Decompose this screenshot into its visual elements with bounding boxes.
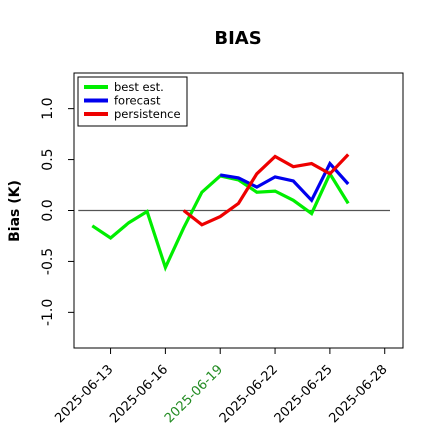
- y-tick-label: 0.0: [40, 199, 56, 221]
- x-tick-label: 2025-06-16: [107, 362, 171, 426]
- y-tick-label: -1.0: [40, 299, 56, 326]
- legend-label: persistence: [114, 107, 181, 121]
- chart-title: BIAS: [214, 28, 261, 49]
- y-axis: -1.0 -0.5 0.0 0.5 1.0: [40, 98, 74, 326]
- y-tick-label: -0.5: [40, 248, 56, 275]
- series-line-best-est: [91, 170, 350, 272]
- x-axis: 2025-06-132025-06-162025-06-192025-06-22…: [52, 348, 391, 426]
- series-lines: [91, 153, 350, 272]
- y-tick-label: 1.0: [40, 98, 56, 120]
- y-tick-label: 0.5: [40, 148, 56, 170]
- y-axis-label: Bias (K): [7, 180, 23, 242]
- x-tick-label: 2025-06-25: [272, 362, 336, 426]
- series-line-forecast: [219, 160, 350, 204]
- x-tick-label: 2025-06-28: [327, 362, 391, 426]
- series-line-persistence: [182, 153, 350, 227]
- legend-label: forecast: [114, 94, 161, 108]
- legend-label: best est.: [114, 80, 164, 94]
